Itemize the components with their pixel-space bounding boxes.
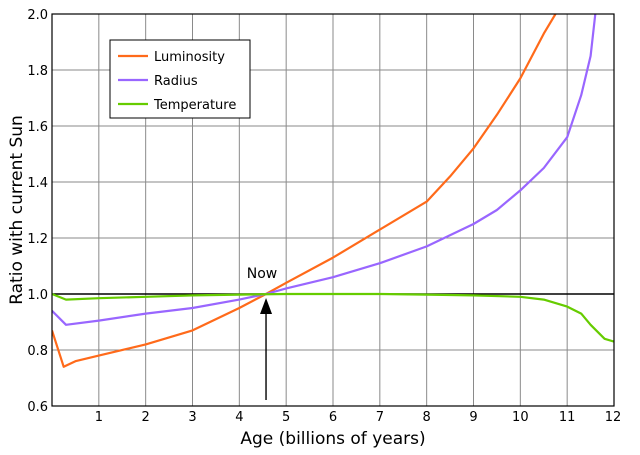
legend-label-temperature: Temperature [153, 98, 236, 113]
y-tick-labels: 0.6 0.8 1.0 1.2 1.4 1.6 1.8 2.0 [27, 8, 48, 415]
now-arrow-head [260, 298, 273, 314]
x-tick-label-12: 12 [605, 410, 622, 425]
x-tick-label-10: 10 [512, 410, 529, 425]
legend-label-radius: Radius [154, 74, 198, 89]
series-line-radius [52, 14, 597, 326]
legend: Luminosity Radius Temperature [109, 39, 251, 119]
x-tick-label-2: 2 [142, 410, 150, 425]
x-tick-label-1: 1 [95, 410, 103, 425]
y-tick-label-1.8: 1.8 [27, 64, 48, 79]
x-tick-label-4: 4 [235, 410, 243, 425]
series-line-temperature [52, 292, 614, 343]
now-arrow [260, 298, 273, 400]
x-tick-labels: 1 2 3 4 5 6 7 8 9 10 11 12 [95, 410, 622, 425]
x-tick-label-11: 11 [559, 410, 576, 425]
series-line-luminosity [52, 14, 557, 368]
y-tick-label-1.4: 1.4 [27, 176, 48, 191]
y-tick-label-0.6: 0.6 [27, 400, 48, 415]
x-tick-label-9: 9 [469, 410, 477, 425]
x-tick-label-7: 7 [376, 410, 384, 425]
y-tick-label-1.2: 1.2 [27, 232, 48, 247]
x-tick-label-5: 5 [282, 410, 290, 425]
now-annotation: Now [247, 266, 278, 282]
y-axis-title: Ratio with current Sun [7, 115, 27, 305]
y-tick-label-1.6: 1.6 [27, 120, 48, 135]
x-tick-label-6: 6 [329, 410, 337, 425]
x-tick-label-8: 8 [423, 410, 431, 425]
legend-label-luminosity: Luminosity [154, 50, 225, 65]
x-tick-label-3: 3 [188, 410, 196, 425]
x-axis-title: Age (billions of years) [240, 429, 425, 449]
y-tick-label-2.0: 2.0 [27, 8, 48, 23]
series-layer [52, 14, 614, 368]
y-tick-label-0.8: 0.8 [27, 344, 48, 359]
y-tick-label-1.0: 1.0 [27, 288, 48, 303]
plot-frame [51, 13, 615, 407]
